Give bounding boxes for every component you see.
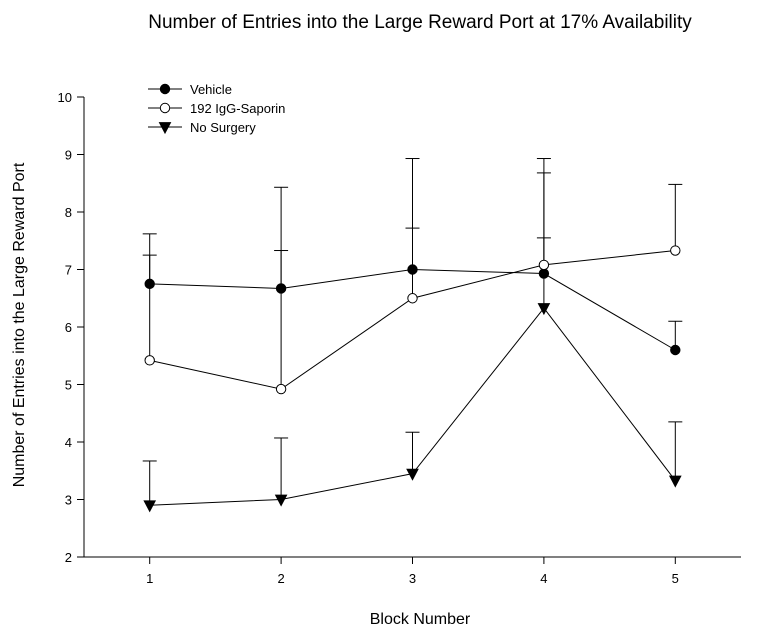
point-no-surgery-2 xyxy=(274,494,288,507)
legend-marker-vehicle xyxy=(159,83,171,95)
point-192-igg-saporin-5 xyxy=(670,245,681,256)
y-tick-label-5: 5 xyxy=(65,378,72,393)
series-markers xyxy=(143,245,682,513)
legend-marker-no-surgery xyxy=(158,122,172,135)
y-tick-label-4: 4 xyxy=(65,435,72,450)
legend-label-vehicle: Vehicle xyxy=(190,82,232,97)
x-tick-label-5: 5 xyxy=(672,571,679,586)
legend: Vehicle 192 IgG-Saporin No Surgery xyxy=(148,82,285,135)
point-192-igg-saporin-1 xyxy=(144,355,155,366)
point-vehicle-1 xyxy=(144,278,155,290)
y-tick-label-10: 10 xyxy=(58,90,72,105)
legend-label-no-surgery: No Surgery xyxy=(190,120,256,135)
x-tick-label-3: 3 xyxy=(409,571,416,586)
point-192-igg-saporin-2 xyxy=(275,383,287,395)
legend-marker-192-igg-saporin xyxy=(159,102,171,114)
point-192-igg-saporin-3 xyxy=(407,293,418,304)
y-tick-label-7: 7 xyxy=(65,263,72,278)
x-axis-label: Block Number xyxy=(370,611,471,628)
x-tick-label-2: 2 xyxy=(277,571,284,586)
point-vehicle-5 xyxy=(670,344,681,356)
point-no-surgery-1 xyxy=(143,500,157,513)
x-tick-label-1: 1 xyxy=(146,571,153,586)
y-tick-label-3: 3 xyxy=(65,493,72,508)
point-vehicle-4 xyxy=(538,268,550,279)
point-192-igg-saporin-4 xyxy=(538,259,550,271)
y-tick-label-6: 6 xyxy=(65,320,72,335)
chart-title: Number of Entries into the Large Reward … xyxy=(148,12,692,33)
y-tick-label-2: 2 xyxy=(65,550,72,565)
legend-label-192-igg-saporin: 192 IgG-Saporin xyxy=(190,101,285,116)
y-axis-label: Number of Entries into the Large Reward … xyxy=(11,162,28,487)
y-tick-label-9: 9 xyxy=(65,148,72,163)
point-no-surgery-3 xyxy=(406,468,419,481)
point-no-surgery-5 xyxy=(668,475,682,488)
x-tick-label-4: 4 xyxy=(540,571,547,586)
error-bars xyxy=(142,158,683,506)
point-vehicle-2 xyxy=(275,283,287,294)
y-tick-label-8: 8 xyxy=(65,205,72,220)
point-no-surgery-4 xyxy=(537,303,551,316)
axes: 2 3 4 5 6 7 8 9 10 1 2 3 4 5 xyxy=(58,90,741,586)
point-vehicle-3 xyxy=(407,264,418,275)
